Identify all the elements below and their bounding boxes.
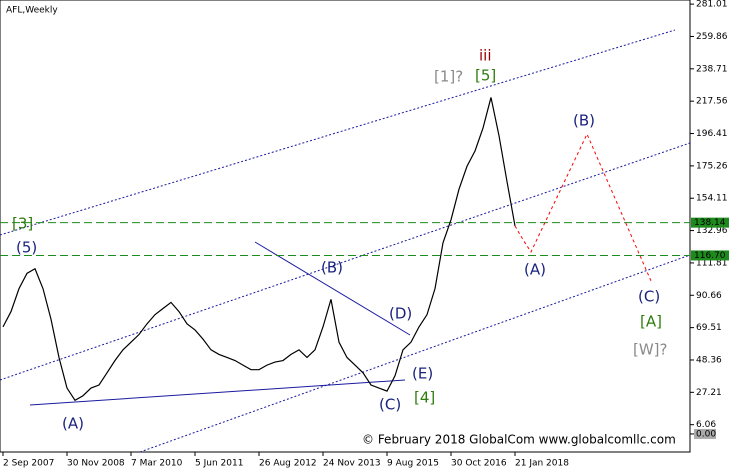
y-tick-label: 132.96 bbox=[696, 226, 728, 236]
x-tick-label: 21 Jan 2018 bbox=[515, 459, 569, 469]
y-tick-label: 281.01 bbox=[696, 0, 728, 10]
channel-line bbox=[0, 29, 676, 236]
level-box bbox=[691, 250, 729, 261]
wave-label: (D) bbox=[389, 305, 412, 323]
footer: © February 2018 GlobalCom www.globalcoml… bbox=[362, 433, 676, 447]
y-tick-label: 259.86 bbox=[696, 32, 728, 42]
x-tick-label: 2 Sep 2007 bbox=[3, 459, 54, 469]
chart-title: AFL,Weekly bbox=[6, 6, 58, 16]
wave-label: [3] bbox=[12, 215, 33, 233]
y-tick-label: 217.56 bbox=[696, 97, 728, 107]
wave-label: (A) bbox=[524, 261, 546, 279]
x-tick-label: 30 Nov 2008 bbox=[67, 459, 125, 469]
wave-label: (B) bbox=[573, 112, 595, 130]
wave-label: [5] bbox=[475, 67, 496, 85]
y-tick-label: 69.51 bbox=[696, 323, 722, 333]
plot-frame bbox=[0, 0, 691, 453]
trend-line bbox=[254, 241, 411, 336]
level-box bbox=[691, 217, 729, 228]
channel-line bbox=[139, 254, 691, 453]
wave-label: (C) bbox=[638, 288, 660, 306]
x-tick-label: 5 Jun 2011 bbox=[195, 459, 243, 469]
trend-line bbox=[29, 379, 406, 406]
x-tick-label: 26 Aug 2012 bbox=[259, 459, 317, 469]
wave-label: iii bbox=[479, 47, 492, 65]
y-tick-box bbox=[694, 428, 716, 439]
wave-label: [A] bbox=[640, 313, 662, 331]
wave-label: (E) bbox=[412, 365, 433, 383]
x-tick-label: 24 Nov 2013 bbox=[323, 459, 381, 469]
x-tick-label: 9 Aug 2015 bbox=[387, 459, 439, 469]
x-tick-label: 30 Oct 2016 bbox=[451, 459, 507, 469]
level-label: 138.14 bbox=[694, 218, 726, 228]
wave-label: (C) bbox=[379, 396, 401, 414]
y-tick-label: 0.00 bbox=[696, 429, 716, 439]
price-line bbox=[2, 97, 516, 402]
wave-label: [1]? bbox=[434, 68, 463, 86]
channel-line bbox=[0, 142, 691, 381]
y-tick-label: 154.11 bbox=[696, 194, 728, 204]
y-tick-label: 6.06 bbox=[696, 420, 716, 430]
level-label: 116.70 bbox=[694, 251, 726, 261]
y-tick-label: 111.81 bbox=[696, 258, 728, 268]
wave-label: (A) bbox=[62, 415, 84, 433]
y-tick-label: 27.21 bbox=[696, 388, 722, 398]
x-tick-label: 7 Mar 2010 bbox=[131, 459, 183, 469]
wave-label: [4] bbox=[414, 389, 435, 407]
y-tick-label: 196.41 bbox=[696, 129, 728, 139]
price-line bbox=[514, 132, 652, 282]
y-tick-label: 90.66 bbox=[696, 291, 722, 301]
wave-label: (B) bbox=[321, 259, 343, 277]
y-tick-label: 175.26 bbox=[696, 161, 728, 171]
wave-label: [W]? bbox=[633, 341, 668, 359]
y-tick-label: 238.71 bbox=[696, 64, 728, 74]
wave-label: (5) bbox=[16, 239, 37, 257]
y-tick-label: 48.36 bbox=[696, 355, 722, 365]
